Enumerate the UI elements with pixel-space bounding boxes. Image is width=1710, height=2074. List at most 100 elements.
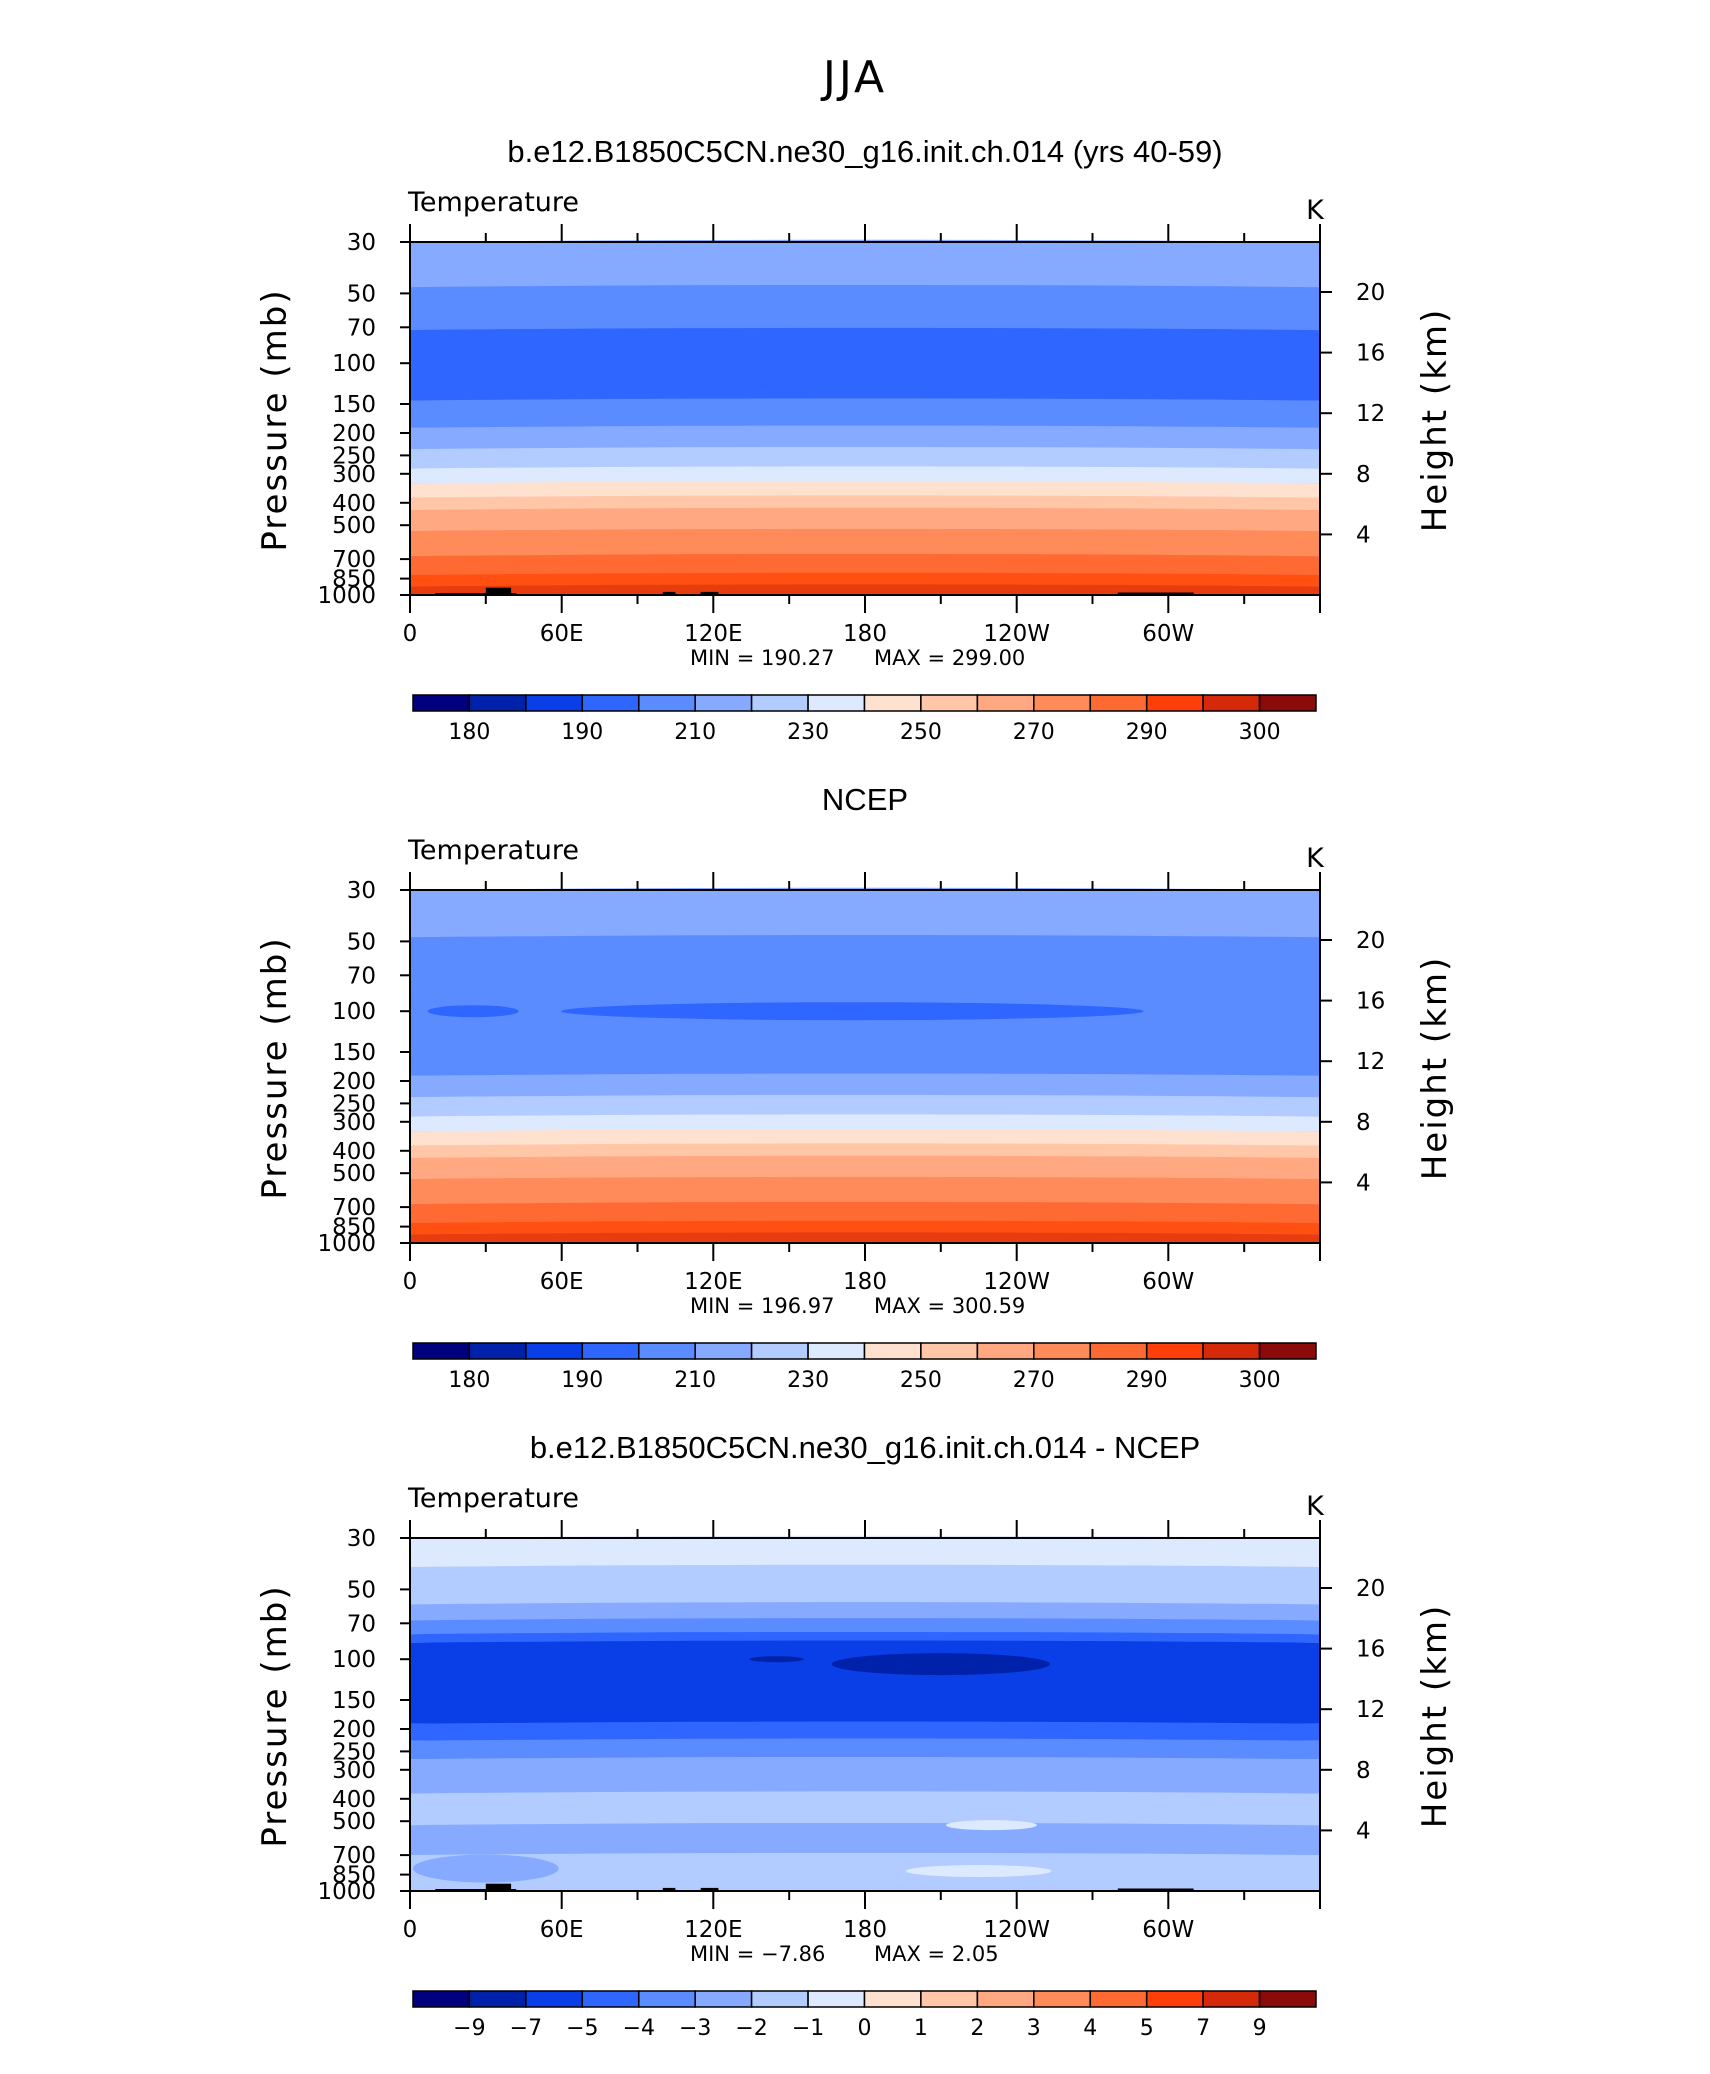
ytick-label: 850	[332, 1215, 376, 1241]
colorbar-box	[581, 694, 640, 712]
colorbar-label: 180	[448, 1368, 490, 1393]
tropopause-minimum-region	[427, 1005, 519, 1018]
colorbar-label: 0	[858, 2016, 872, 2041]
ytick-label: 850	[332, 567, 376, 593]
xtick-label: 180	[843, 621, 887, 647]
colorbar-label: 290	[1126, 1368, 1168, 1393]
colorbar-box	[1202, 694, 1261, 712]
xtick-label: 120E	[684, 1917, 742, 1943]
ytick-right-label: 16	[1356, 341, 1385, 367]
ytick-label: 250	[332, 1091, 376, 1117]
colorbar-box	[1145, 694, 1204, 712]
ytick-label: 400	[332, 1787, 376, 1813]
colorbar-label: 1	[914, 2016, 928, 2041]
ytick-label: 150	[332, 1688, 376, 1714]
contour-band	[410, 1564, 1320, 1605]
contour-band	[410, 481, 1320, 498]
ytick-right-label: 12	[1356, 401, 1385, 427]
ytick-label: 50	[347, 281, 376, 307]
topography-block	[662, 591, 676, 595]
colorbar-box	[468, 694, 527, 712]
colorbar-label: 3	[1027, 2016, 1041, 2041]
colorbar-box	[863, 1990, 922, 2008]
colorbar-box	[412, 694, 471, 712]
ytick-label: 70	[347, 963, 376, 989]
y-ticks: 30 50 70 100 150 200 250 300 400 500 700…	[317, 230, 376, 609]
colorbar-box	[807, 1990, 866, 2008]
contour-band	[410, 1631, 1320, 1643]
colorbar-box	[694, 694, 753, 712]
ytick-label: 30	[347, 878, 376, 904]
difference-near-zero-region	[905, 1865, 1052, 1878]
contour-band	[410, 398, 1320, 428]
contour-band	[410, 1201, 1320, 1223]
contour-band	[410, 1822, 1320, 1856]
contour-band	[410, 1640, 1320, 1724]
topography-block	[1117, 1888, 1194, 1891]
colorbar-label: 2	[970, 2016, 984, 2041]
y-axis-label: Pressure (mb)	[255, 936, 295, 1199]
xtick-label: 180	[843, 1269, 887, 1295]
colorbar-label: 300	[1239, 720, 1281, 745]
contour-band	[410, 1143, 1320, 1158]
colorbar-box	[1089, 694, 1148, 712]
ytick-label: 250	[332, 1739, 376, 1765]
min-label: MIN = 196.97	[690, 1294, 834, 1318]
contour-band	[410, 553, 1320, 575]
colorbar-label: −7	[510, 2016, 542, 2041]
xtick-label: 0	[403, 621, 418, 647]
contour-band	[410, 1535, 1320, 1567]
colorbar-label: 210	[674, 1368, 716, 1393]
colorbar-box	[581, 1342, 640, 1360]
contour-band	[410, 466, 1320, 484]
colorbar-label: 250	[900, 1368, 942, 1393]
colorbar-box	[863, 694, 922, 712]
ytick-label: 300	[332, 462, 376, 488]
ytick-label: 30	[347, 1526, 376, 1552]
colorbar-box	[976, 694, 1035, 712]
panel-title: b.e12.B1850C5CN.ne30_g16.init.ch.014 - N…	[530, 1430, 1200, 1465]
topography-block	[485, 587, 512, 595]
xtick-label: 60E	[540, 1269, 584, 1295]
difference-minimum-region	[749, 1656, 804, 1663]
tropopause-minimum-region	[561, 1002, 1144, 1021]
xtick-label: 120E	[684, 1269, 742, 1295]
xtick-label: 60W	[1142, 1269, 1194, 1295]
contour-band	[410, 327, 1320, 401]
ytick-right-label: 16	[1356, 1637, 1385, 1663]
ytick-label: 1000	[317, 583, 376, 609]
min-label: MIN = 190.27	[690, 646, 834, 670]
ytick-label: 250	[332, 443, 376, 469]
ytick-label: 100	[332, 1647, 376, 1673]
ytick-label: 100	[332, 999, 376, 1025]
ytick-label: 700	[332, 547, 376, 573]
colorbar-label: 9	[1253, 2016, 1267, 2041]
difference-near-zero-region	[945, 1820, 1037, 1831]
ytick-right-label: 16	[1356, 989, 1385, 1015]
ytick-label: 400	[332, 491, 376, 517]
ytick-label: 100	[332, 351, 376, 377]
colorbar-label: −3	[679, 2016, 711, 2041]
contour-band	[410, 1155, 1320, 1180]
ytick-right-label: 8	[1356, 462, 1371, 488]
y-ticks: 30 50 70 100 150 200 250 300 400 500 700…	[317, 878, 376, 1257]
min-label: MIN = −7.86	[690, 1942, 825, 1966]
y-axis-label-right: Height (km)	[1415, 308, 1455, 533]
ytick-label: 300	[332, 1758, 376, 1784]
panel-ncep: NCEP Temperature K Pressure (mb) Height …	[255, 782, 1455, 1393]
colorbar-label: −9	[453, 2016, 485, 2041]
colorbar-box	[920, 694, 979, 712]
ytick-right-label: 8	[1356, 1758, 1371, 1784]
ytick-right-label: 12	[1356, 1049, 1385, 1075]
contour-band	[410, 1791, 1320, 1826]
panel-difference: b.e12.B1850C5CN.ne30_g16.init.ch.014 - N…	[255, 1430, 1455, 2041]
ytick-right-label: 8	[1356, 1110, 1371, 1136]
topography-block	[1117, 592, 1194, 595]
ytick-right-label: 4	[1356, 522, 1371, 548]
colorbar-box	[412, 1342, 471, 1360]
colorbar-box	[525, 1342, 584, 1360]
colorbar-box	[1258, 694, 1317, 712]
contour-plot	[400, 224, 1332, 613]
colorbar	[412, 1990, 1317, 2008]
